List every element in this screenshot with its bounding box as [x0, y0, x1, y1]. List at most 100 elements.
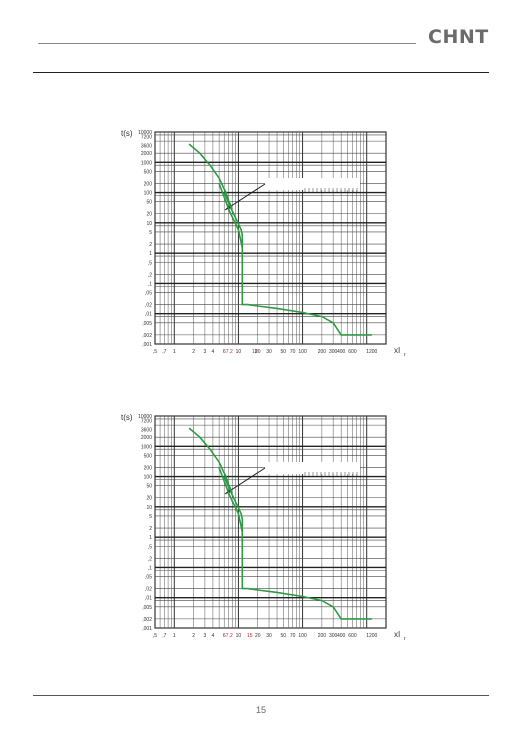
y-tick-label: 100 — [144, 191, 153, 197]
y-tick-label: ,005 — [142, 605, 152, 611]
y-tick-label: 10 — [146, 221, 152, 227]
y-tick-label: ,002 — [142, 333, 152, 339]
x-tick-label: ,5 — [153, 633, 157, 639]
y-tick-label: 200 — [144, 181, 153, 187]
trip-curve-3 — [223, 192, 372, 336]
x-tick-label: 300 — [329, 633, 338, 639]
y-tick-label: ,05 — [145, 575, 152, 581]
x-tick-label: 4 — [212, 349, 215, 355]
x-tick-label: 400 — [337, 349, 346, 355]
page-number: 15 — [255, 705, 266, 715]
y-tick-label: ,001 — [142, 626, 152, 632]
y-tick-label: 500 — [144, 453, 153, 459]
y-tick-label: ,5 — [148, 260, 152, 266]
x-tick-label: 70 — [290, 633, 296, 639]
y-tick-label: ,2 — [148, 556, 152, 562]
plot-frame — [154, 131, 387, 345]
y-tick-label: ,2 — [148, 272, 152, 278]
y-tick-label: 200 — [144, 465, 153, 471]
x-tick-label: 300 — [329, 349, 338, 355]
x-tick-label: 6 — [223, 349, 226, 355]
x-tick-label: 50 — [280, 633, 286, 639]
time-current-chart-1: 100007200360020001000500200100502010521,… — [121, 129, 406, 358]
y-tick-label: 10000 — [138, 130, 152, 136]
x-tick-label: 600 — [348, 633, 357, 639]
y-tick-label: ,05 — [145, 291, 152, 297]
y-tick-label: ,002 — [142, 617, 152, 623]
y-tick-label: 100 — [144, 475, 153, 481]
trip-curve-2 — [218, 467, 244, 532]
y-tick-label: 2000 — [141, 435, 152, 441]
x-tick-label: 2 — [192, 349, 195, 355]
x-tick-label: 20 — [255, 349, 261, 355]
x-tick-label: 3 — [204, 633, 207, 639]
x-tick-label: 15 — [247, 633, 253, 639]
y-tick-label: ,001 — [142, 342, 152, 348]
x-tick-label: 7.2 — [226, 349, 233, 355]
brand-logo: CHNT — [428, 26, 489, 48]
y-tick-label: 1 — [149, 535, 152, 541]
x-tick-label: 3 — [204, 349, 207, 355]
plot-frame — [154, 415, 387, 629]
y-tick-label: 2 — [149, 526, 152, 532]
header-rule — [38, 43, 416, 44]
x-axis-title: xI — [394, 630, 400, 639]
y-tick-label: 3600 — [141, 143, 152, 149]
y-tick-label: ,01 — [145, 596, 152, 602]
x-tick-label: 20 — [255, 633, 261, 639]
y-tick-label: 7200 — [141, 134, 152, 140]
y-tick-label: 20 — [146, 496, 152, 502]
x-tick-label: ,5 — [153, 349, 157, 355]
y-axis-title: t(s) — [121, 413, 133, 422]
y-tick-label: ,5 — [148, 544, 152, 550]
x-tick-label: 30 — [266, 349, 272, 355]
y-tick-label: ,02 — [145, 303, 152, 309]
x-tick-label: 70 — [290, 349, 296, 355]
x-tick-label: 7.2 — [226, 633, 233, 639]
y-tick-label: ,1 — [148, 565, 152, 571]
y-axis-title: t(s) — [121, 129, 133, 138]
x-axis-title: xI — [394, 346, 400, 355]
x-tick-label: 4 — [212, 633, 215, 639]
y-tick-label: 50 — [146, 200, 152, 206]
trip-curve-2 — [218, 183, 244, 248]
x-tick-label: 10 — [236, 349, 242, 355]
footer-rule — [33, 695, 489, 696]
y-tick-label: ,02 — [145, 587, 152, 593]
trip-curve-1 — [188, 427, 233, 494]
y-tick-label: 50 — [146, 484, 152, 490]
y-tick-label: 1000 — [141, 160, 152, 166]
y-tick-label: 1 — [149, 251, 152, 257]
x-tick-label: 2 — [192, 633, 195, 639]
x-tick-label: ,7 — [162, 349, 166, 355]
y-tick-label: 7200 — [141, 418, 152, 424]
y-tick-label: ,01 — [145, 312, 152, 318]
y-tick-label: ,1 — [148, 281, 152, 287]
header-divider — [33, 72, 489, 73]
x-tick-label: 18 — [252, 349, 258, 355]
y-tick-label: 5 — [149, 514, 152, 520]
trip-curve-3 — [223, 476, 372, 620]
x-axis-title-subscript: r — [404, 352, 406, 358]
x-tick-label: 200 — [318, 633, 327, 639]
x-tick-label: 1200 — [366, 349, 377, 355]
x-tick-label: 600 — [348, 349, 357, 355]
y-tick-label: 1000 — [141, 444, 152, 450]
x-tick-label: 1 — [173, 633, 176, 639]
y-tick-label: 5 — [149, 230, 152, 236]
x-tick-label: 30 — [266, 633, 272, 639]
annotation-pointer — [224, 467, 266, 495]
x-tick-label: ,7 — [162, 633, 166, 639]
x-tick-label: 6 — [223, 633, 226, 639]
y-tick-label: 2 — [149, 242, 152, 248]
x-tick-label: 1 — [173, 349, 176, 355]
x-tick-label: 1200 — [366, 633, 377, 639]
x-tick-label: 10 — [236, 633, 242, 639]
x-tick-label: 400 — [337, 633, 346, 639]
x-tick-label: 100 — [298, 633, 307, 639]
y-tick-label: 2000 — [141, 151, 152, 157]
y-tick-label: 20 — [146, 212, 152, 218]
annotation-box — [265, 462, 360, 474]
y-tick-label: 10000 — [138, 414, 152, 420]
x-axis-title-subscript: r — [404, 636, 406, 642]
